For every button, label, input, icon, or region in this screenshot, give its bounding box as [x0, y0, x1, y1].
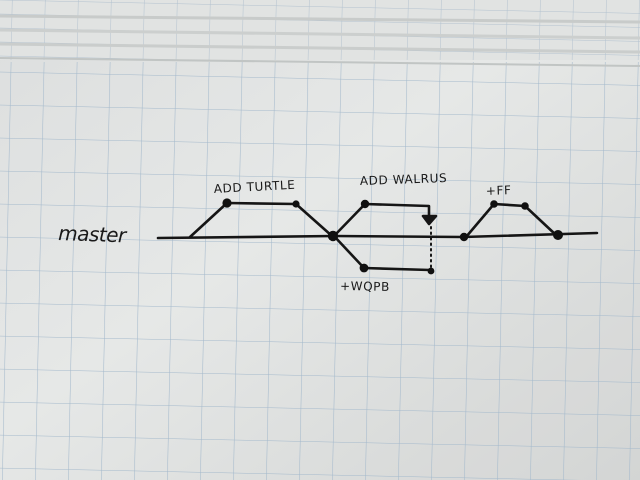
label-add-walrus: ADD WALRUS — [360, 171, 448, 188]
label-add-turtle: ADD TURTLE — [213, 178, 295, 196]
label-wqpb: +WQPB — [340, 279, 390, 294]
ff-branch-line — [464, 202, 558, 239]
commit-node — [360, 199, 370, 209]
turtle-branch-line — [188, 201, 334, 239]
merge-node — [553, 230, 563, 240]
master-branch-line — [156, 231, 599, 240]
master-label: master — [58, 221, 129, 247]
merge-arrowhead — [421, 214, 438, 226]
commit-node — [521, 202, 529, 210]
commit-node — [359, 263, 369, 273]
commit-node — [459, 232, 469, 242]
commit-node — [490, 200, 498, 208]
commit-node — [222, 198, 232, 208]
label-ff: +FF — [486, 183, 512, 198]
commit-node — [292, 200, 300, 208]
stacked-page-edges — [0, 0, 640, 67]
paper-grid — [0, 62, 640, 480]
merge-node — [327, 230, 339, 242]
commit-node — [427, 267, 435, 275]
walrus-branch-line — [332, 202, 431, 238]
